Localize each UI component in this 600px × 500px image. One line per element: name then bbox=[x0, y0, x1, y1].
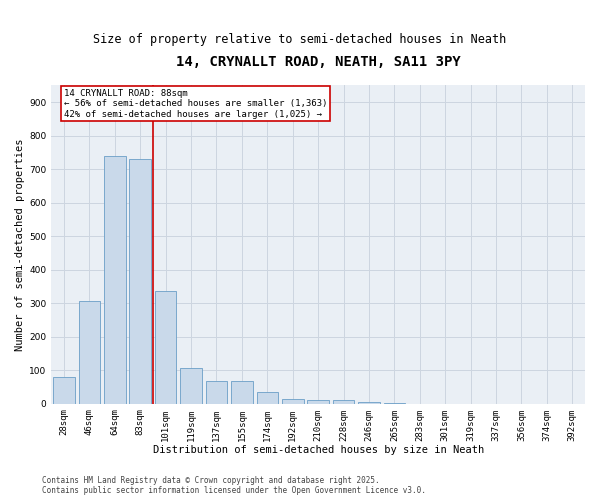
Bar bbox=[53, 377, 75, 404]
X-axis label: Distribution of semi-detached houses by size in Neath: Distribution of semi-detached houses by … bbox=[152, 445, 484, 455]
Bar bbox=[130, 159, 151, 404]
Text: 14 CRYNALLT ROAD: 88sqm
← 56% of semi-detached houses are smaller (1,363)
42% of: 14 CRYNALLT ROAD: 88sqm ← 56% of semi-de… bbox=[64, 89, 328, 118]
Title: 14, CRYNALLT ROAD, NEATH, SA11 3PY: 14, CRYNALLT ROAD, NEATH, SA11 3PY bbox=[176, 55, 461, 69]
Bar bbox=[79, 300, 100, 404]
Y-axis label: Number of semi-detached properties: Number of semi-detached properties bbox=[15, 138, 25, 351]
Bar bbox=[358, 402, 380, 404]
Bar bbox=[257, 392, 278, 404]
Bar bbox=[282, 400, 304, 404]
Bar bbox=[307, 400, 329, 404]
Bar bbox=[383, 402, 405, 404]
Text: Contains HM Land Registry data © Crown copyright and database right 2025.
Contai: Contains HM Land Registry data © Crown c… bbox=[42, 476, 426, 495]
Bar bbox=[180, 368, 202, 404]
Bar bbox=[104, 156, 125, 404]
Bar bbox=[333, 400, 355, 404]
Bar bbox=[231, 381, 253, 404]
Bar bbox=[206, 381, 227, 404]
Text: Size of property relative to semi-detached houses in Neath: Size of property relative to semi-detach… bbox=[94, 32, 506, 46]
Bar bbox=[155, 292, 176, 404]
